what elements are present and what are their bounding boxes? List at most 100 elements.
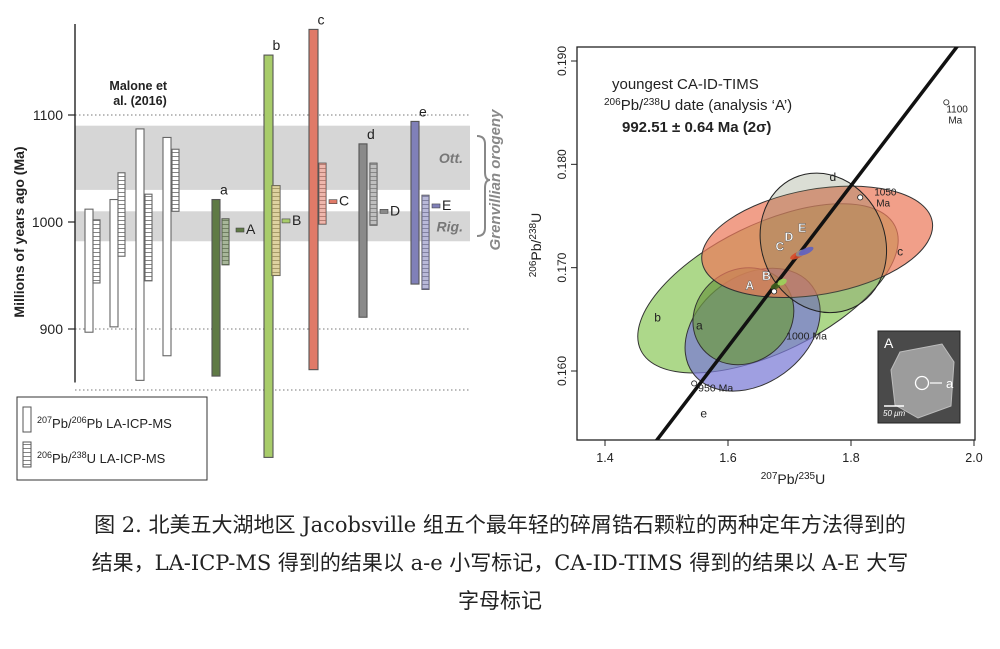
ellipse-d xyxy=(759,172,888,314)
ellipse-label-d: d xyxy=(829,170,836,184)
bar-c-pb206-238-tint xyxy=(319,163,326,225)
annotation-line1: youngest CA-ID-TIMS xyxy=(612,76,759,93)
white-bar-6 xyxy=(144,193,153,282)
caption-line3: 字母标记 xyxy=(458,589,542,613)
tims-ellipse-label-A: A xyxy=(745,278,754,292)
bar-e xyxy=(410,120,420,285)
ellipse-c xyxy=(701,185,934,299)
ellipse-label-c: c xyxy=(897,244,903,258)
colored-bars: a b c d e xyxy=(211,11,430,458)
tims-ellipse-label-D: D xyxy=(785,230,794,244)
x-tick-label-1.8: 1.8 xyxy=(842,451,859,465)
ellipse-label-a: a xyxy=(696,319,703,333)
age-marker-950 xyxy=(691,380,698,387)
white-bar-7 xyxy=(162,136,172,357)
y-axis-ticks: 900 1000 1100 xyxy=(32,107,75,337)
tims-label-E: E xyxy=(442,197,451,213)
tims-label-B: B xyxy=(292,212,301,228)
x-tick-label-1.4: 1.4 xyxy=(596,451,613,465)
bar-label-a: a xyxy=(220,182,228,198)
band-labels: Ott. Rig. xyxy=(437,150,463,234)
bar-label-b: b xyxy=(273,37,281,53)
inset-label: A xyxy=(884,335,894,351)
y-tick-label-1000: 1000 xyxy=(32,214,63,230)
orogeny-brace xyxy=(476,135,491,237)
reference-label-line1: Malone et xyxy=(109,79,167,93)
tims-marker-D xyxy=(379,209,389,214)
x-tick-label-1.6: 1.6 xyxy=(719,451,736,465)
ellipse-label-e: e xyxy=(700,407,707,421)
concordia-curve xyxy=(654,47,959,440)
bar-a xyxy=(211,198,221,377)
legend: 207Pb/206Pb LA-ICP-MS 206Pb/238U LA-ICP-… xyxy=(16,396,208,481)
legend-swatch-pb207-206 xyxy=(22,406,32,433)
bar-a-pb206-238-tint xyxy=(222,218,229,265)
age-label-1100-value: 1100 xyxy=(946,104,968,115)
y-tick-label-0.190: 0.190 xyxy=(555,46,569,76)
y-tick-label-1100: 1100 xyxy=(33,107,63,123)
tims-marker-A xyxy=(235,227,245,233)
y-axis-title: 206Pb/238U xyxy=(528,213,545,278)
tims-label-D: D xyxy=(390,202,400,218)
la-icp-ms-ellipses: b e a c d xyxy=(637,170,934,421)
y-axis-title: Millions of years ago (Ma) xyxy=(11,146,27,317)
bar-label-d: d xyxy=(367,126,375,142)
tims-marker-E xyxy=(431,203,441,209)
reference-label-line2: al. (2016) xyxy=(113,94,167,108)
bar-c xyxy=(308,28,319,371)
bar-label-e: e xyxy=(419,103,427,119)
x-axis-ticks: 1.4 1.6 1.8 2.0 xyxy=(596,440,983,465)
tims-marker-C xyxy=(328,199,338,204)
white-bar-8 xyxy=(171,148,180,212)
tims-label-A: A xyxy=(246,221,256,237)
white-bar-1 xyxy=(84,208,94,333)
bar-e-pb206-238-tint xyxy=(422,195,429,290)
bar-b-pb206-238-tint xyxy=(272,185,280,276)
age-label-950: 950 Ma xyxy=(698,382,733,394)
bar-label-c: c xyxy=(318,11,325,27)
white-bars xyxy=(84,128,180,381)
x-axis-title: 207Pb/235U xyxy=(761,471,826,488)
tims-ellipse-label-B: B xyxy=(762,269,771,283)
orogeny-label: Grenvillian orogeny xyxy=(487,109,504,251)
y-tick-label-0.180: 0.180 xyxy=(555,149,569,179)
y-axis-ticks: 0.160 0.170 0.180 0.190 xyxy=(555,46,577,386)
white-bar-5 xyxy=(135,128,145,381)
zircon-grain-image xyxy=(890,343,955,419)
tims-marker-B xyxy=(281,218,291,224)
tims-ellipse-B xyxy=(777,278,787,286)
reference-label: Malone et al. (2016) xyxy=(109,79,170,108)
y-tick-label-0.160: 0.160 xyxy=(555,356,569,386)
scale-bar-label: 50 μm xyxy=(883,409,906,418)
zircon-inset: A a 50 μm xyxy=(877,330,961,424)
range-bar-chart: 900 1000 1100 Millions of years ago (Ma) O… xyxy=(11,11,504,481)
age-marker-1100 xyxy=(943,99,950,106)
age-label-1100-unit: Ma xyxy=(948,115,962,126)
tims-points: A B C D E xyxy=(235,193,451,237)
inset-pointer-label: a xyxy=(946,376,954,391)
spot-circle xyxy=(914,375,930,391)
age-label-1050-unit: Ma xyxy=(876,198,890,209)
tims-ellipse-E xyxy=(798,246,814,256)
legend-swatch-pb206-238 xyxy=(22,441,32,468)
bar-d-pb206-238-tint xyxy=(370,163,377,226)
figure: 900 1000 1100 Millions of years ago (Ma) O… xyxy=(11,11,983,488)
white-bar-4 xyxy=(117,172,126,257)
tims-label-C: C xyxy=(339,193,349,209)
caption-line1: 图 2. 北美五大湖地区 Jacobsville 组五个最年轻的碎屑锆石颗粒的两… xyxy=(94,513,906,537)
age-marker-1050 xyxy=(857,194,864,201)
ellipse-label-b: b xyxy=(654,310,661,324)
caption-line2: 结果，LA-ICP-MS 得到的结果以 a-e 小写标记，CA-ID-TIMS … xyxy=(91,551,909,575)
tims-ellipse-label-E: E xyxy=(798,221,806,235)
tims-ellipse-label-C: C xyxy=(775,239,784,253)
legend-label-pb206-238: 206Pb/238U LA-ICP-MS xyxy=(37,450,166,466)
age-label-1050-value: 1050 xyxy=(874,187,897,198)
y-tick-label-0.170: 0.170 xyxy=(555,252,569,282)
x-tick-label-2.0: 2.0 xyxy=(965,451,982,465)
tims-ellipses: AB CDE xyxy=(745,221,814,292)
band-label-ott: Ott. xyxy=(439,150,463,166)
legend-frame xyxy=(16,396,208,481)
legend-label-pb207-206: 207Pb/206Pb LA-ICP-MS xyxy=(37,415,172,431)
annotation: youngest CA-ID-TIMS 206Pb/238U date (ana… xyxy=(604,76,792,136)
